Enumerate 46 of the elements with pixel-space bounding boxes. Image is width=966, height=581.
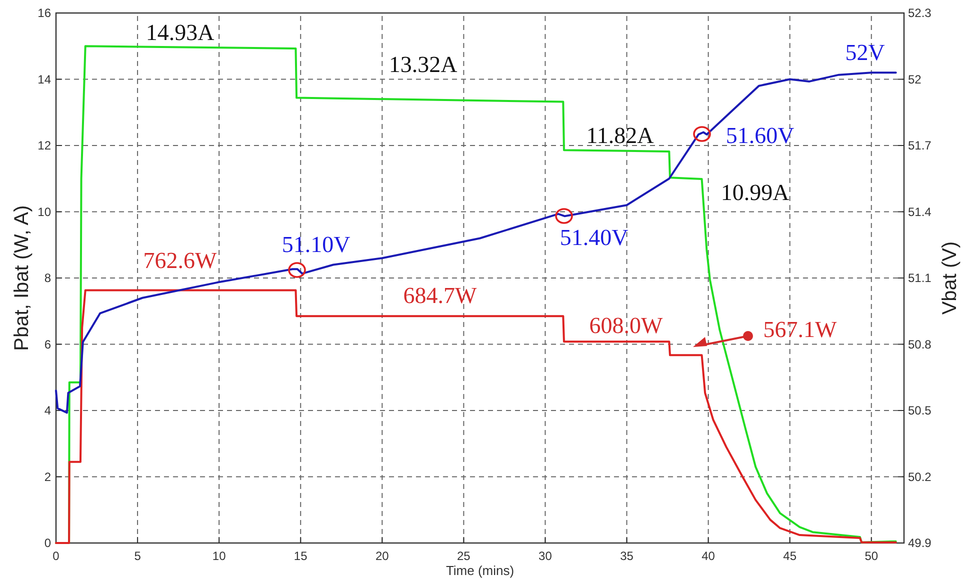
- x-tick-label: 5: [134, 549, 142, 563]
- annotation: 13.32A: [388, 52, 458, 77]
- line-series: [55, 72, 897, 414]
- y-tick-label: 14: [38, 72, 52, 86]
- x-tick-label: 20: [375, 549, 390, 563]
- annotation: 51.60V: [726, 123, 795, 148]
- annotation: 567.1W: [763, 317, 838, 342]
- x-tick-label: 0: [52, 549, 60, 563]
- y2-axis-title: Vbat (V): [939, 241, 961, 315]
- y-tick-label: 2: [44, 470, 52, 484]
- y-axis-title: Pbat, Ibat (W, A): [11, 205, 33, 351]
- y2-tick-label: 51.1: [908, 271, 932, 285]
- annotation: 51.40V: [560, 225, 629, 250]
- y2-tick-label: 49.9: [908, 536, 932, 550]
- y-tick-label: 16: [38, 6, 52, 20]
- annotation: 10.99A: [720, 180, 790, 205]
- y2-tick-label: 52.3: [908, 6, 932, 20]
- line-series: [55, 289, 897, 544]
- y2-tick-label: 52: [908, 72, 922, 86]
- y-tick-label: 4: [44, 404, 52, 418]
- y2-tick-label: 50.8: [908, 337, 932, 352]
- annotation: 52V: [845, 40, 886, 65]
- y-tick-label: 12: [38, 138, 52, 152]
- y-tick-label: 6: [44, 337, 52, 352]
- x-tick-label: 30: [538, 549, 552, 563]
- x-axis-title: Time (mins): [446, 563, 514, 578]
- annotation: 608.0W: [589, 313, 664, 338]
- x-tick-label: 45: [783, 549, 797, 563]
- annotation: 684.7W: [403, 283, 478, 308]
- x-tick-label: 35: [620, 549, 634, 563]
- annotation: 11.82A: [586, 123, 654, 148]
- x-tick-label: 40: [702, 549, 716, 563]
- x-tick-label: 50: [864, 549, 878, 563]
- y2-tick-label: 50.2: [908, 470, 932, 484]
- y-tick-label: 0: [44, 536, 52, 550]
- y2-tick-label: 51.4: [908, 204, 932, 219]
- x-tick-label: 15: [294, 549, 308, 563]
- annotation: 51.10V: [282, 232, 351, 257]
- y2-tick-label: 51.7: [908, 138, 932, 152]
- x-tick-label: 25: [457, 549, 471, 563]
- y2-tick-label: 50.5: [908, 404, 932, 418]
- x-tick-label: 10: [212, 549, 226, 563]
- y-tick-label: 8: [44, 271, 52, 285]
- y-tick-label: 10: [38, 204, 52, 219]
- annotation: 14.93A: [146, 20, 215, 45]
- annotation: 762.6W: [143, 248, 218, 273]
